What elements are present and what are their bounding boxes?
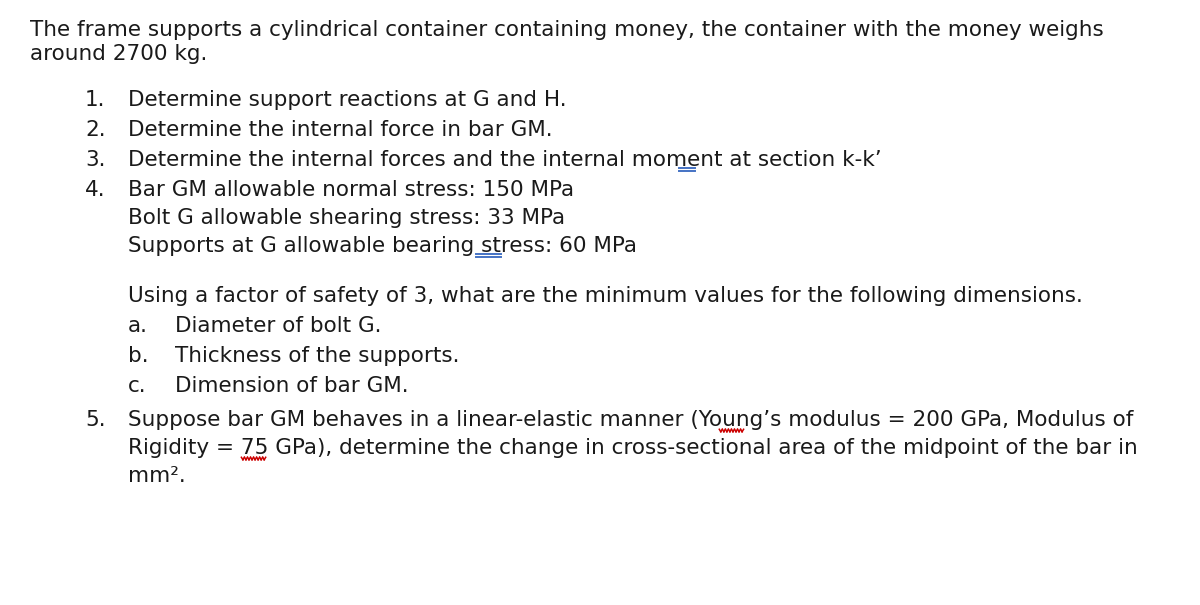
Text: Using a factor of safety of 3, what are the minimum values for the following dim: Using a factor of safety of 3, what are … xyxy=(128,286,1082,306)
Text: c.: c. xyxy=(128,376,146,396)
Text: Bar GM allowable normal stress: 150 MPa: Bar GM allowable normal stress: 150 MPa xyxy=(128,180,574,200)
Text: Thickness of the supports.: Thickness of the supports. xyxy=(175,346,460,366)
Text: Diameter of bolt G.: Diameter of bolt G. xyxy=(175,316,382,336)
Text: The frame supports a cylindrical container containing money, the container with : The frame supports a cylindrical contain… xyxy=(30,20,1104,40)
Text: 4.: 4. xyxy=(85,180,106,200)
Text: Suppose bar GM behaves in a linear-elastic manner (Young’s modulus = 200 GPa, Mo: Suppose bar GM behaves in a linear-elast… xyxy=(128,410,1133,430)
Text: a.: a. xyxy=(128,316,148,336)
Text: 3.: 3. xyxy=(85,150,106,170)
Text: Supports at G allowable bearing stress: 60 MPa: Supports at G allowable bearing stress: … xyxy=(128,236,637,256)
Text: Determine the internal force in bar GM.: Determine the internal force in bar GM. xyxy=(128,120,553,140)
Text: Bolt G allowable shearing stress: 33 MPa: Bolt G allowable shearing stress: 33 MPa xyxy=(128,208,565,228)
Text: Dimension of bar GM.: Dimension of bar GM. xyxy=(175,376,409,396)
Text: 2.: 2. xyxy=(85,120,106,140)
Text: 1.: 1. xyxy=(85,90,106,110)
Text: mm².: mm². xyxy=(128,466,186,486)
Text: Determine support reactions at G and H.: Determine support reactions at G and H. xyxy=(128,90,566,110)
Text: around 2700 kg.: around 2700 kg. xyxy=(30,44,208,64)
Text: 5.: 5. xyxy=(85,410,106,430)
Text: Determine the internal forces and the internal moment at section k-k’: Determine the internal forces and the in… xyxy=(128,150,882,170)
Text: Rigidity = 75 GPa), determine the change in cross-sectional area of the midpoint: Rigidity = 75 GPa), determine the change… xyxy=(128,438,1138,458)
Text: b.: b. xyxy=(128,346,149,366)
